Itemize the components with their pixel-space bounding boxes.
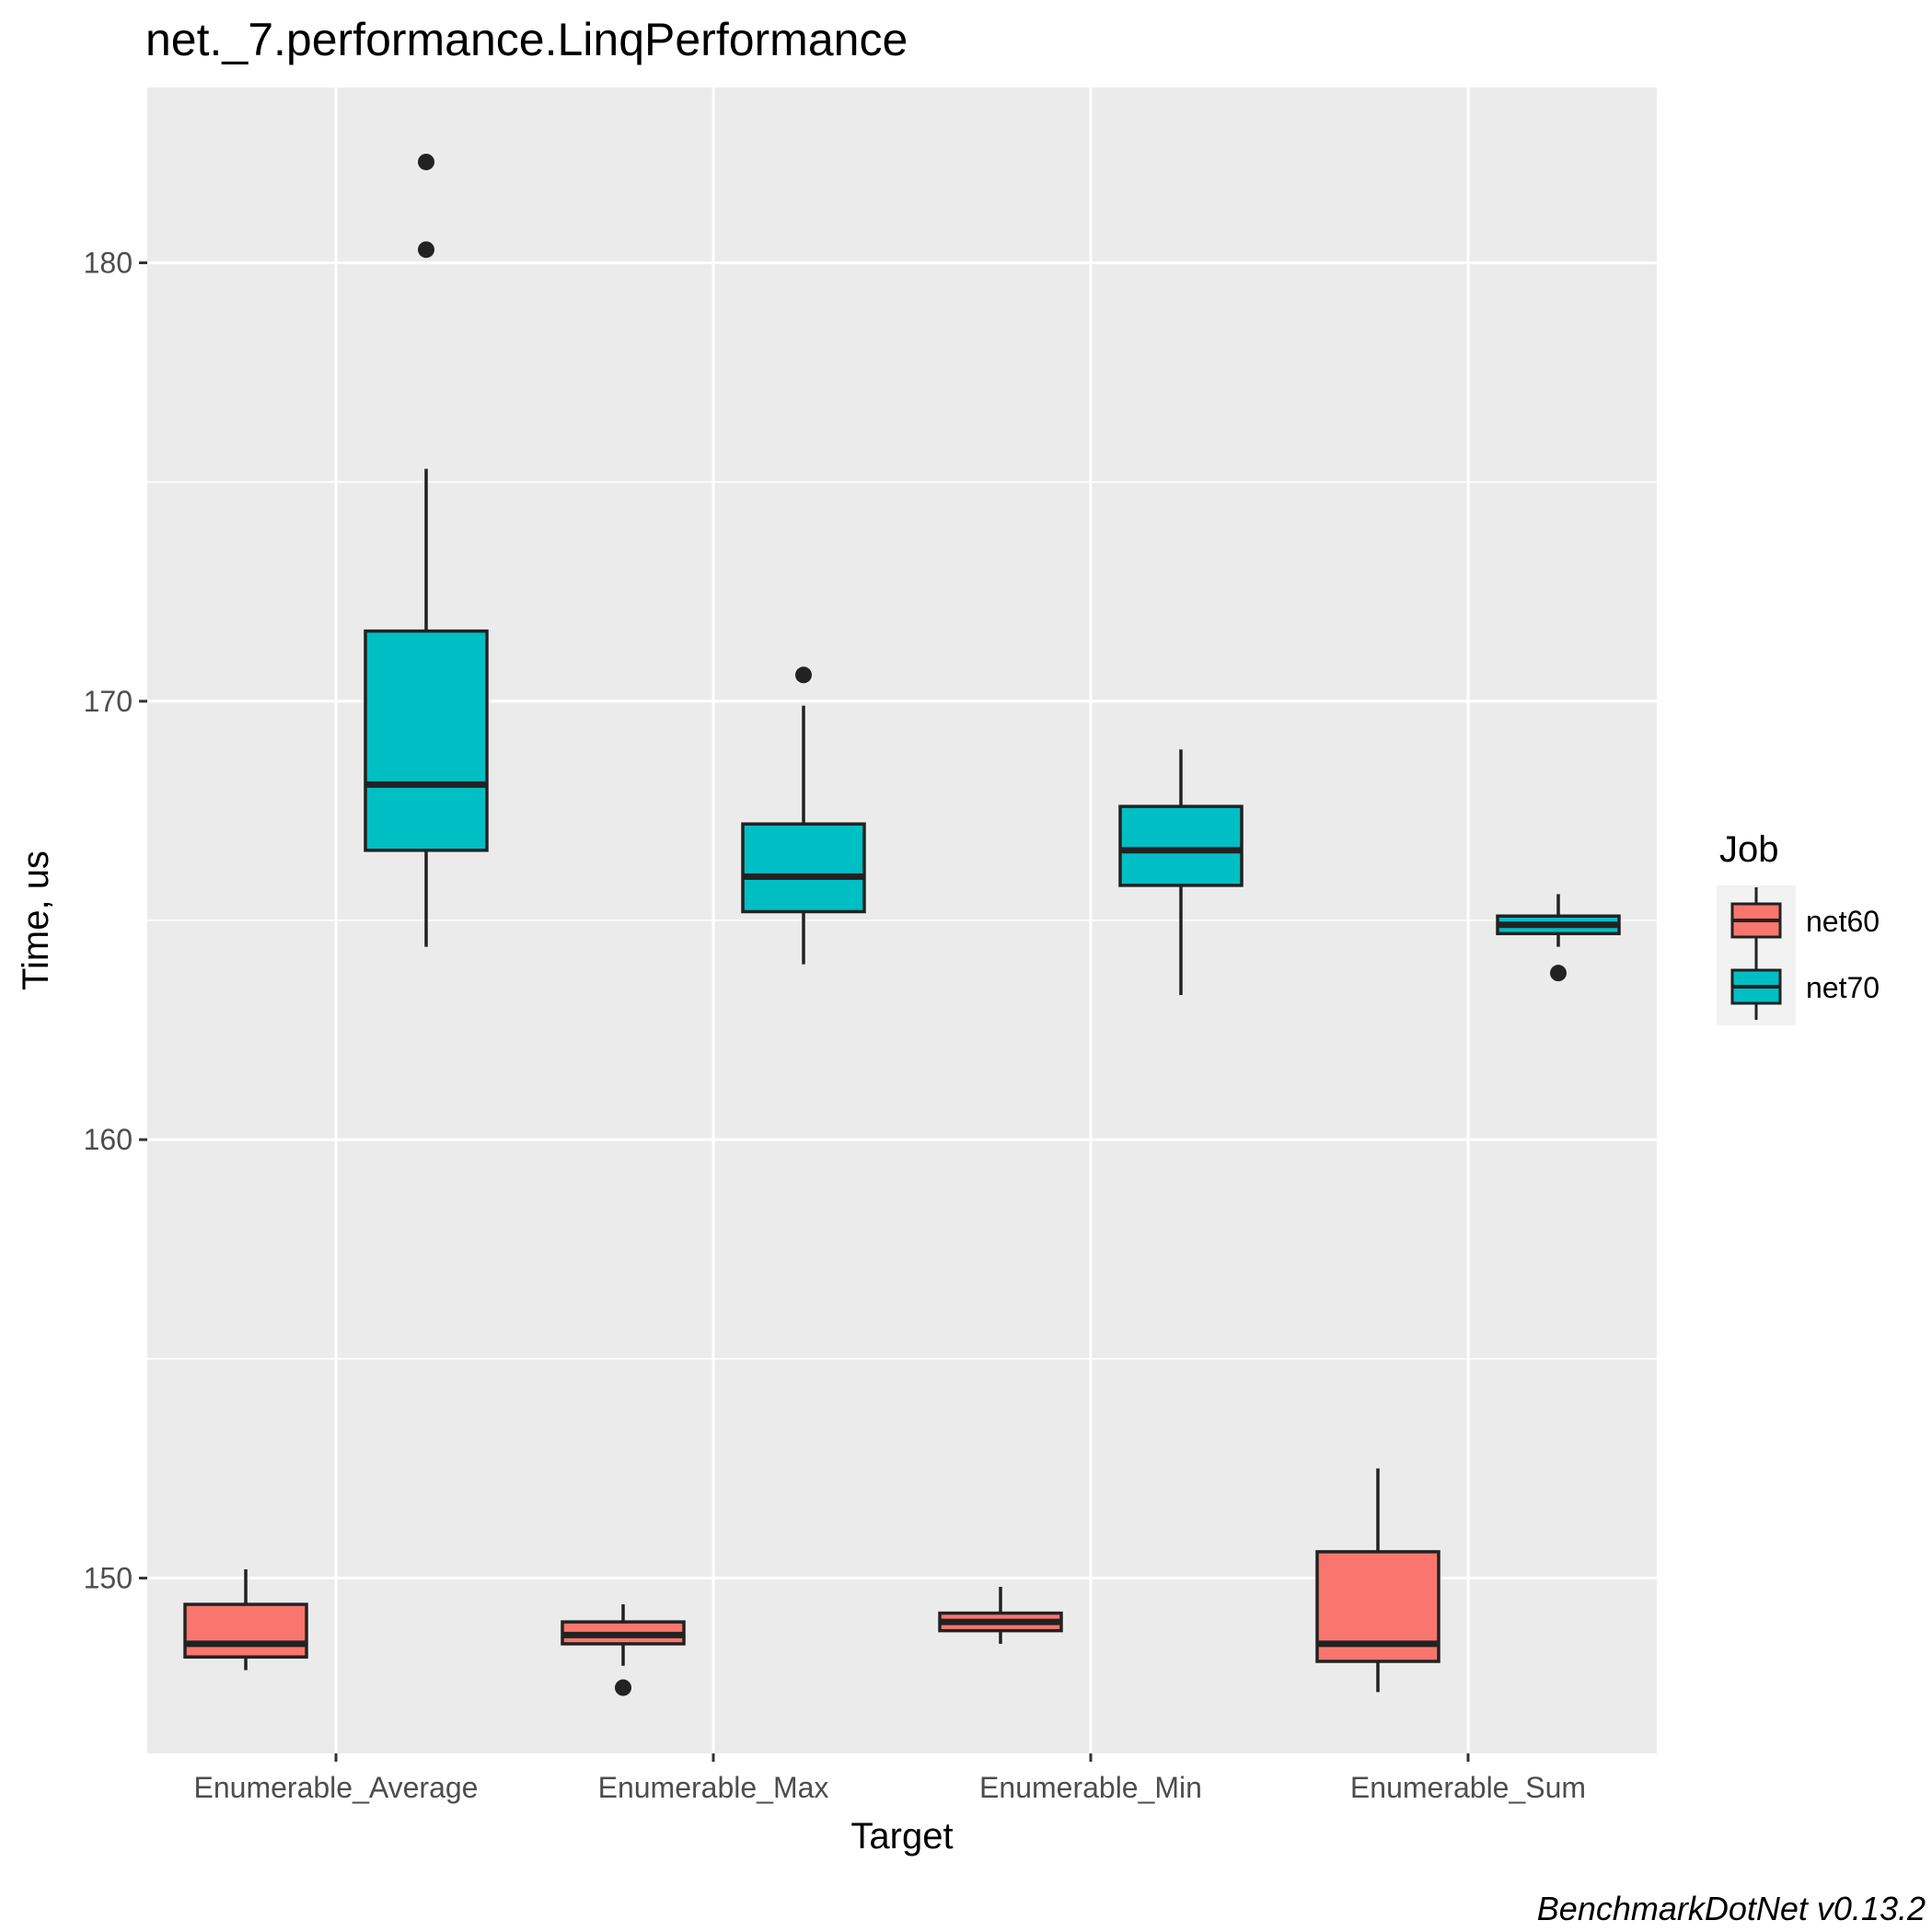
x-tick-label: Enumerable_Max xyxy=(598,1771,829,1804)
box-net70-Enumerable_Min xyxy=(1118,749,1244,995)
box-net60-Enumerable_Min xyxy=(938,1587,1063,1644)
outlier-point xyxy=(795,666,812,684)
y-tick-label: 150 xyxy=(84,1561,133,1594)
box-net60-Enumerable_Max xyxy=(561,1604,686,1696)
legend-label: net60 xyxy=(1806,905,1880,938)
legend-item-net60: net60 xyxy=(1730,887,1880,954)
x-tick-label: Enumerable_Average xyxy=(194,1771,479,1804)
legend-label: net70 xyxy=(1806,971,1880,1004)
box-net60-Enumerable_Average xyxy=(183,1568,308,1671)
box-body xyxy=(183,1602,308,1659)
grid-lines xyxy=(147,87,1657,1753)
y-axis: 150 160 170 180 xyxy=(84,247,147,1594)
x-tick-label: Enumerable_Sum xyxy=(1350,1771,1586,1804)
box-body xyxy=(364,629,489,852)
y-tick-label: 170 xyxy=(84,685,133,718)
x-axis-title: Target xyxy=(850,1816,953,1857)
outlier-point xyxy=(1550,965,1567,982)
box-net70-Enumerable_Max xyxy=(741,666,866,965)
outlier-point xyxy=(615,1679,631,1696)
legend: Job net60 net70 xyxy=(1717,829,1880,1025)
y-tick-label: 180 xyxy=(84,247,133,280)
box-marks xyxy=(183,153,1621,1696)
chart-title: net._7.performance.LinqPerformance xyxy=(145,14,908,65)
outlier-point xyxy=(418,241,434,259)
box-body xyxy=(741,822,866,914)
x-tick-label: Enumerable_Min xyxy=(979,1771,1202,1804)
legend-title: Job xyxy=(1719,829,1779,870)
outlier-point xyxy=(418,153,434,170)
box-net70-Enumerable_Sum xyxy=(1496,894,1621,982)
box-body xyxy=(1118,804,1244,887)
y-axis-title: Time, us xyxy=(16,850,56,990)
box-net70-Enumerable_Average xyxy=(364,153,489,947)
y-tick-label: 160 xyxy=(84,1123,133,1156)
caption: BenchmarkDotNet v0.13.2 xyxy=(1537,1890,1926,1927)
x-axis: Enumerable_Average Enumerable_Max Enumerab… xyxy=(194,1753,1586,1804)
legend-item-net70: net70 xyxy=(1730,954,1880,1020)
box-net60-Enumerable_Sum xyxy=(1315,1468,1440,1693)
